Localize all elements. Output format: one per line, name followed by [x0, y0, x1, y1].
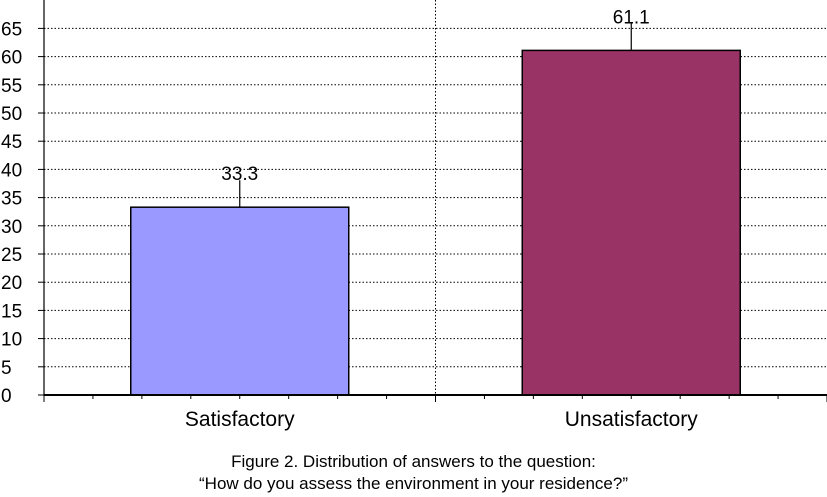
x-category-label-satisfactory: Satisfactory	[185, 408, 295, 431]
y-tick-label-20: 20	[1, 273, 22, 294]
y-tick-label-65: 65	[1, 19, 22, 40]
y-tick-label-50: 50	[1, 104, 22, 125]
bars: 33.3 61.1	[130, 7, 741, 396]
figure-caption-line-1: Figure 2. Distribution of answers to the…	[231, 452, 596, 471]
y-tick-label-0: 0	[1, 386, 12, 407]
figure-caption-line-2: “How do you assess the environment in yo…	[199, 474, 628, 493]
y-tick-label-60: 60	[1, 48, 22, 69]
y-axis-ticks: 0 5 10 15 20 25 30 35 40 45 50 55 60 65	[1, 19, 44, 407]
data-label-unsatisfactory: 61.1	[613, 7, 650, 28]
bar-satisfactory	[130, 206, 350, 396]
y-tick-label-15: 15	[1, 301, 22, 322]
y-tick-label-25: 25	[1, 245, 22, 266]
y-tick-label-30: 30	[1, 217, 22, 238]
y-tick-label-5: 5	[1, 358, 12, 379]
x-axis-ticks	[43, 395, 827, 402]
y-tick-label-45: 45	[1, 132, 22, 153]
bar-unsatisfactory	[521, 49, 741, 396]
y-tick-label-10: 10	[1, 330, 22, 351]
bar-chart: 0 5 10 15 20 25 30 35 40 45 50 55 60 65 33.3 61.1 Sati…	[1, 0, 827, 431]
x-category-label-unsatisfactory: Unsatisfactory	[565, 408, 699, 431]
y-tick-label-35: 35	[1, 189, 22, 210]
data-label-satisfactory: 33.3	[221, 164, 258, 185]
y-tick-label-55: 55	[1, 76, 22, 97]
y-tick-label-40: 40	[1, 160, 22, 181]
category-labels: Satisfactory Unsatisfactory	[185, 408, 698, 431]
